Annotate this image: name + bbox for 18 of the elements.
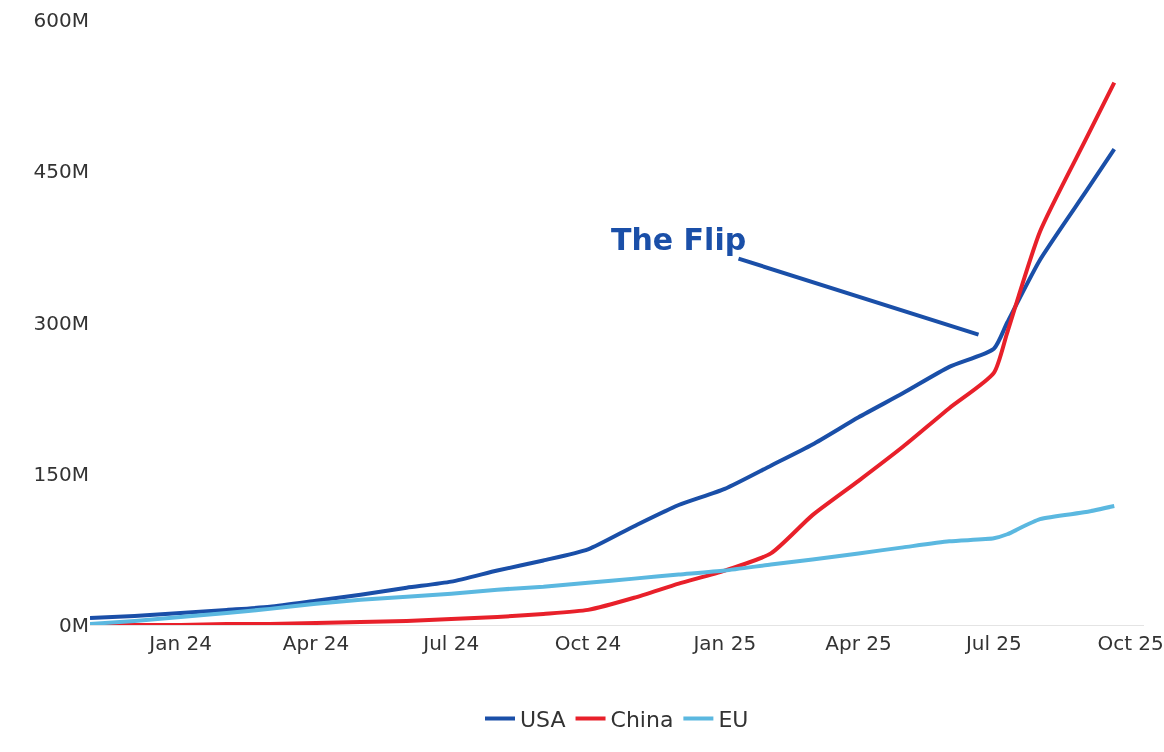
y-tick-label: 450M	[33, 159, 89, 184]
y-tick-label: 0M	[59, 613, 89, 637]
y-tick-label: 150M	[33, 461, 89, 486]
x-tick-label: Jan 24	[147, 631, 212, 655]
x-tick-label: Oct 25	[1097, 631, 1164, 655]
x-tick-label: Apr 24	[282, 631, 350, 655]
x-tick-label: Oct 24	[554, 631, 622, 655]
x-tick-label: Jan 25	[691, 631, 757, 655]
y-tick-label: 300M	[33, 310, 89, 335]
annotation: The Flip	[611, 222, 747, 257]
legend-label: China	[610, 706, 674, 732]
x-tick-label: Apr 25	[825, 631, 892, 655]
line-series	[90, 504, 1117, 625]
legend-label: EU	[718, 706, 749, 732]
x-tick-label: Jul 25	[963, 631, 1022, 655]
x-tick-label: Jul 24	[421, 631, 480, 655]
legend-label: USA	[520, 706, 566, 732]
y-tick-label: 600M	[33, 8, 89, 32]
